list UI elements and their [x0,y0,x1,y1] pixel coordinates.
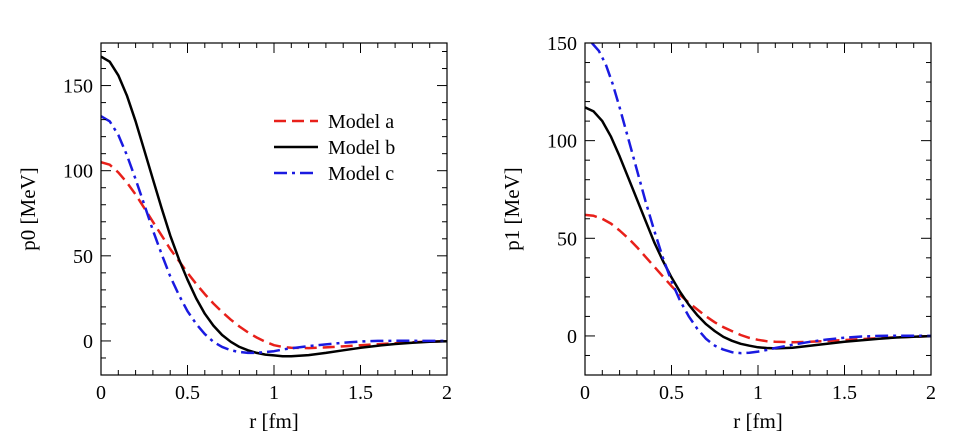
y-axis-label: p0 [MeV] [16,167,40,250]
panel-p1: 0 0.5 1 1.5 2 0 50 100 150 r [fm] p1 [MeV] [500,33,936,433]
series-line-1 [585,213,931,344]
y-axis-label: p1 [MeV] [500,167,524,250]
ticks [584,42,932,376]
series-line-1 [101,160,447,350]
legend-label: Model c [328,163,394,185]
x-tick-label: 1 [753,382,763,404]
series-line-3 [101,115,447,355]
y-tick-label: 50 [73,246,93,268]
y-tick-label: 150 [63,76,93,98]
y-tick-label: 150 [547,33,577,55]
plot-frame [100,42,448,376]
x-tick-label: 1.5 [832,382,857,404]
x-tick-label: 1 [269,382,279,404]
x-tick-label: 0 [96,382,106,404]
plot-frame [584,42,932,376]
legend-label: Model b [328,137,395,159]
x-tick-label: 0.5 [659,382,684,404]
x-tick-label: 2 [442,382,452,404]
x-tick-label: 2 [926,382,936,404]
legend: Model a Model b Model c [274,111,395,185]
series-group [585,43,931,355]
series-group [101,55,447,358]
x-axis-label: r [fm] [249,409,299,433]
legend-label: Model a [328,111,394,133]
x-tick-label: 0 [580,382,590,404]
series-line-2 [585,106,931,350]
x-tick-label: 0.5 [175,382,200,404]
series-line-2 [101,55,447,358]
y-tick-label: 100 [63,161,93,183]
y-tick-label: 100 [547,131,577,153]
y-tick-label: 50 [557,228,577,250]
x-axis-label: r [fm] [733,409,783,433]
x-tick-label: 1.5 [348,382,373,404]
ticks [100,43,448,376]
y-tick-label: 0 [83,331,93,353]
series-line-3 [590,43,931,355]
y-tick-label: 0 [567,326,577,348]
